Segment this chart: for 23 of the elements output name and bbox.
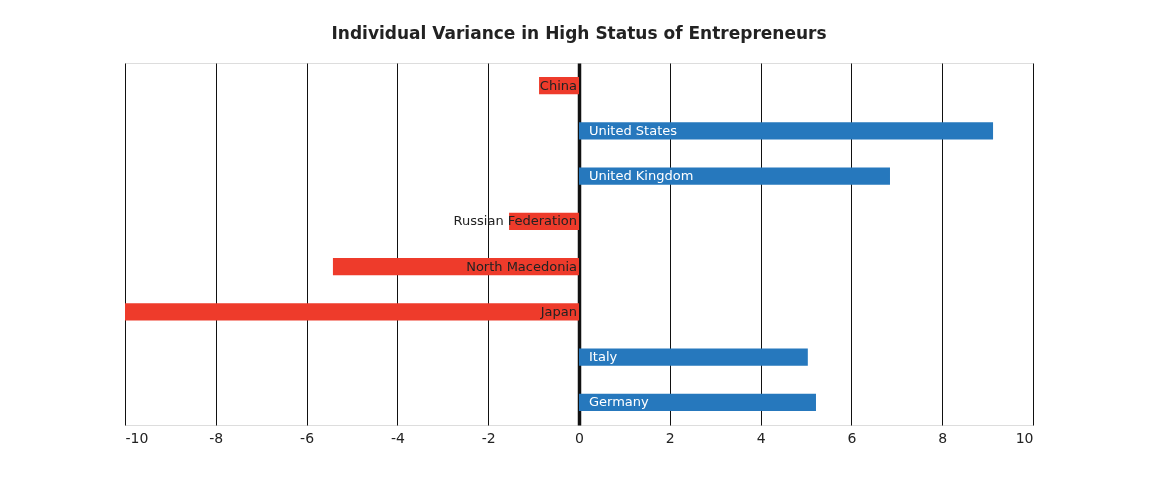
- chart-title: Individual Variance in High Status of Entrepreneurs: [331, 23, 827, 43]
- y-tick-label: Italy: [589, 349, 618, 365]
- bar: [579, 122, 994, 140]
- y-tick-label: China: [539, 77, 577, 93]
- x-tick-label: -2: [481, 429, 496, 446]
- x-tick-label: 0: [575, 429, 584, 446]
- x-tick-label: 10: [1015, 429, 1034, 446]
- bar: [579, 393, 816, 411]
- y-tick-label: United Kingdom: [589, 168, 694, 184]
- bar: [125, 303, 579, 321]
- x-tick-label: 6: [847, 429, 857, 446]
- bar: [579, 348, 808, 366]
- y-tick-label: United States: [589, 122, 678, 138]
- x-tick-label: 8: [938, 429, 948, 446]
- y-tick-label: North Macedonia: [466, 258, 577, 274]
- x-tick-label: -8: [209, 429, 224, 446]
- x-tick-label: 2: [665, 429, 675, 446]
- y-tick-label: Japan: [539, 303, 577, 319]
- x-tick-label: 4: [756, 429, 766, 446]
- x-tick-label: -10: [125, 429, 149, 446]
- x-tick-label: -4: [390, 429, 405, 446]
- y-tick-label: Germany: [589, 394, 650, 410]
- x-tick-label: -6: [300, 429, 315, 446]
